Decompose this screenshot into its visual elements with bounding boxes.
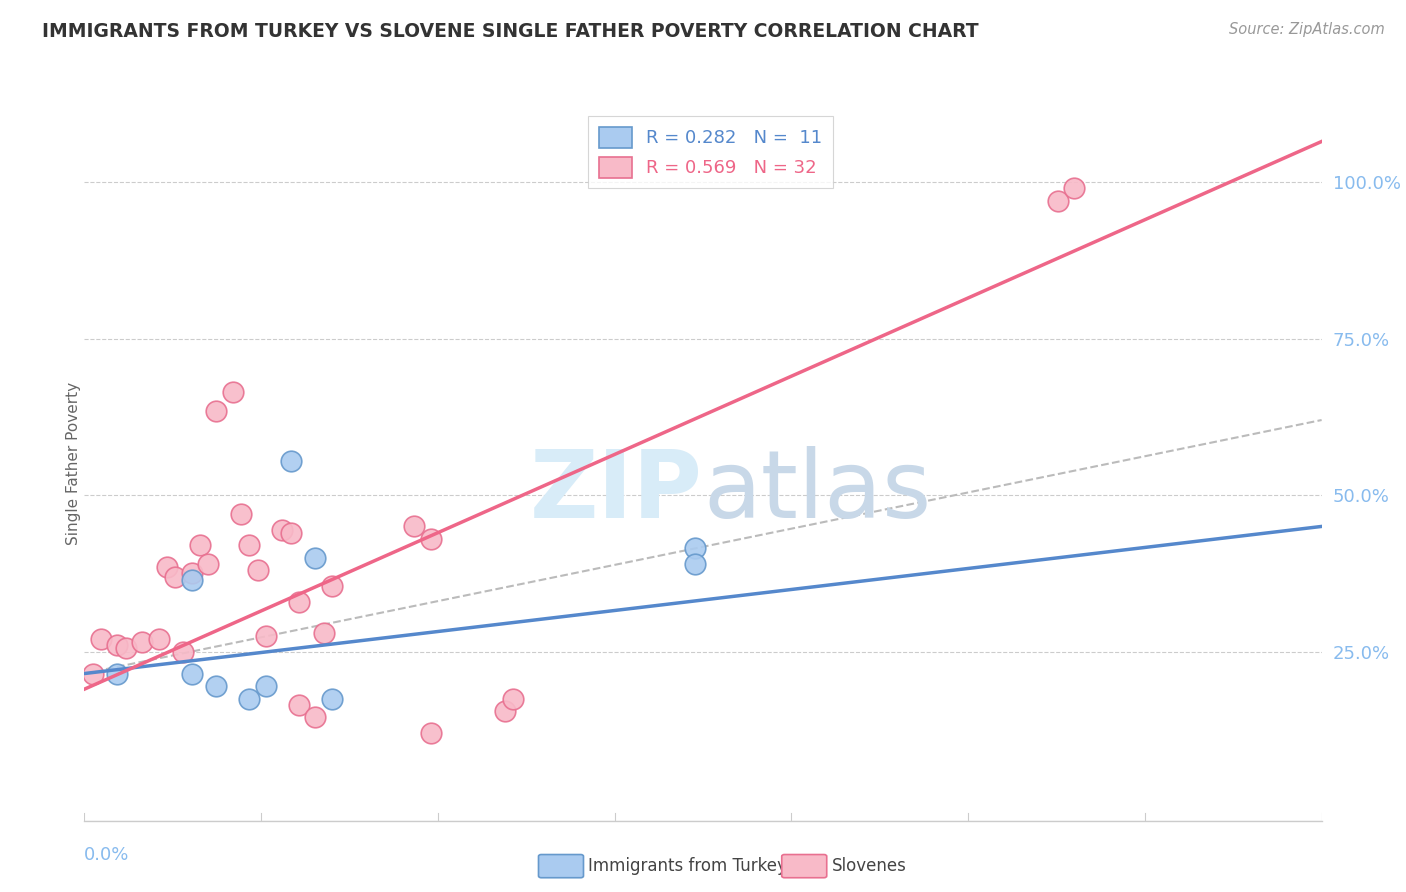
Point — [404, 519, 426, 533]
Point — [188, 538, 211, 552]
Text: Slovenes: Slovenes — [832, 857, 907, 875]
Point — [229, 507, 252, 521]
Point — [205, 403, 228, 417]
Point — [254, 679, 277, 693]
Point — [222, 384, 245, 399]
Point — [280, 525, 302, 540]
Point — [494, 704, 516, 718]
Point — [148, 632, 170, 646]
Text: 0.0%: 0.0% — [84, 846, 129, 863]
Point — [90, 632, 112, 646]
Point — [321, 579, 343, 593]
Point — [683, 541, 706, 556]
Text: Source: ZipAtlas.com: Source: ZipAtlas.com — [1229, 22, 1385, 37]
Point — [114, 641, 136, 656]
Point — [205, 679, 228, 693]
Point — [82, 666, 104, 681]
Y-axis label: Single Father Poverty: Single Father Poverty — [66, 383, 80, 545]
Point — [105, 666, 128, 681]
Point — [172, 645, 194, 659]
Point — [502, 691, 524, 706]
Point — [180, 566, 202, 581]
Point — [197, 557, 219, 571]
Point — [156, 560, 179, 574]
Point — [304, 550, 326, 565]
Point — [288, 594, 311, 608]
Point — [165, 569, 187, 583]
Point — [238, 538, 260, 552]
Point — [312, 625, 335, 640]
Point — [304, 710, 326, 724]
Point — [180, 666, 202, 681]
Point — [1046, 194, 1069, 208]
Text: Immigrants from Turkey: Immigrants from Turkey — [588, 857, 786, 875]
Point — [180, 573, 202, 587]
Text: IMMIGRANTS FROM TURKEY VS SLOVENE SINGLE FATHER POVERTY CORRELATION CHART: IMMIGRANTS FROM TURKEY VS SLOVENE SINGLE… — [42, 22, 979, 41]
Point — [105, 639, 128, 653]
Point — [419, 726, 441, 740]
Point — [1063, 181, 1085, 195]
Point — [271, 523, 294, 537]
Point — [321, 691, 343, 706]
Text: atlas: atlas — [703, 446, 931, 539]
Point — [254, 629, 277, 643]
Point — [238, 691, 260, 706]
Point — [131, 635, 153, 649]
Point — [419, 532, 441, 546]
Point — [280, 453, 302, 467]
Text: ZIP: ZIP — [530, 446, 703, 539]
Legend: R = 0.282   N =  11, R = 0.569   N = 32: R = 0.282 N = 11, R = 0.569 N = 32 — [588, 116, 832, 188]
Point — [288, 698, 311, 712]
Point — [683, 557, 706, 571]
Point — [246, 563, 269, 577]
